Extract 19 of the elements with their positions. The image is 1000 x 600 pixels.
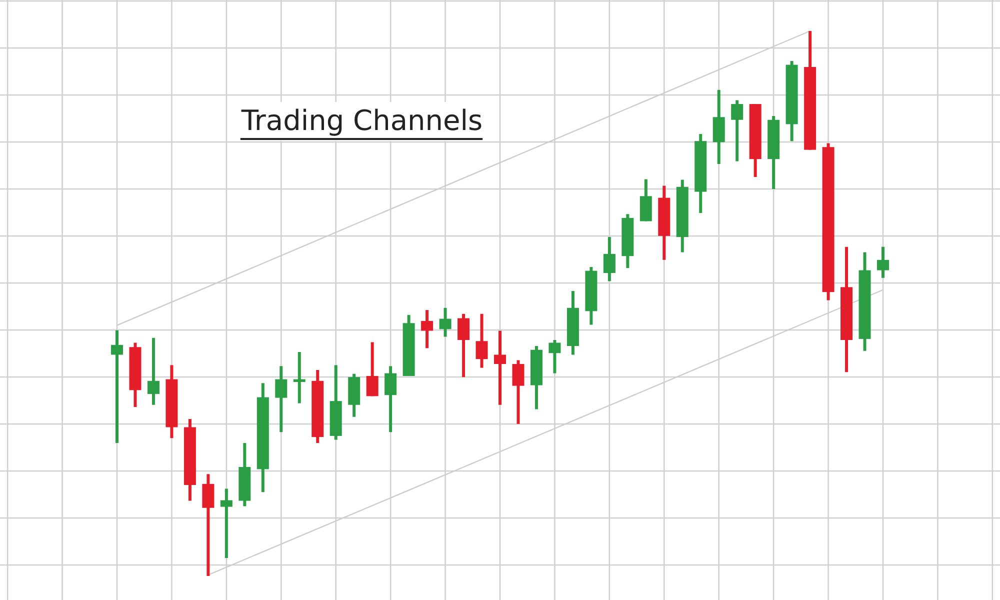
candlestick <box>731 100 744 162</box>
candlestick <box>293 352 306 404</box>
candlestick <box>458 314 470 378</box>
candlestick <box>366 342 378 396</box>
candlestick <box>548 340 561 374</box>
candlestick <box>220 488 232 558</box>
candlestick <box>384 366 397 432</box>
candlestick <box>202 474 214 576</box>
candlestick <box>877 246 889 278</box>
candlestick <box>494 330 506 405</box>
candlestick <box>421 310 434 348</box>
candlestick <box>439 308 452 337</box>
candlestick <box>111 330 123 444</box>
text: Trading Channels <box>240 104 483 137</box>
candlestick <box>476 314 488 368</box>
candlestick <box>275 366 288 432</box>
candlestick <box>147 338 160 405</box>
candlestick <box>512 360 524 424</box>
candlestick <box>603 237 616 282</box>
